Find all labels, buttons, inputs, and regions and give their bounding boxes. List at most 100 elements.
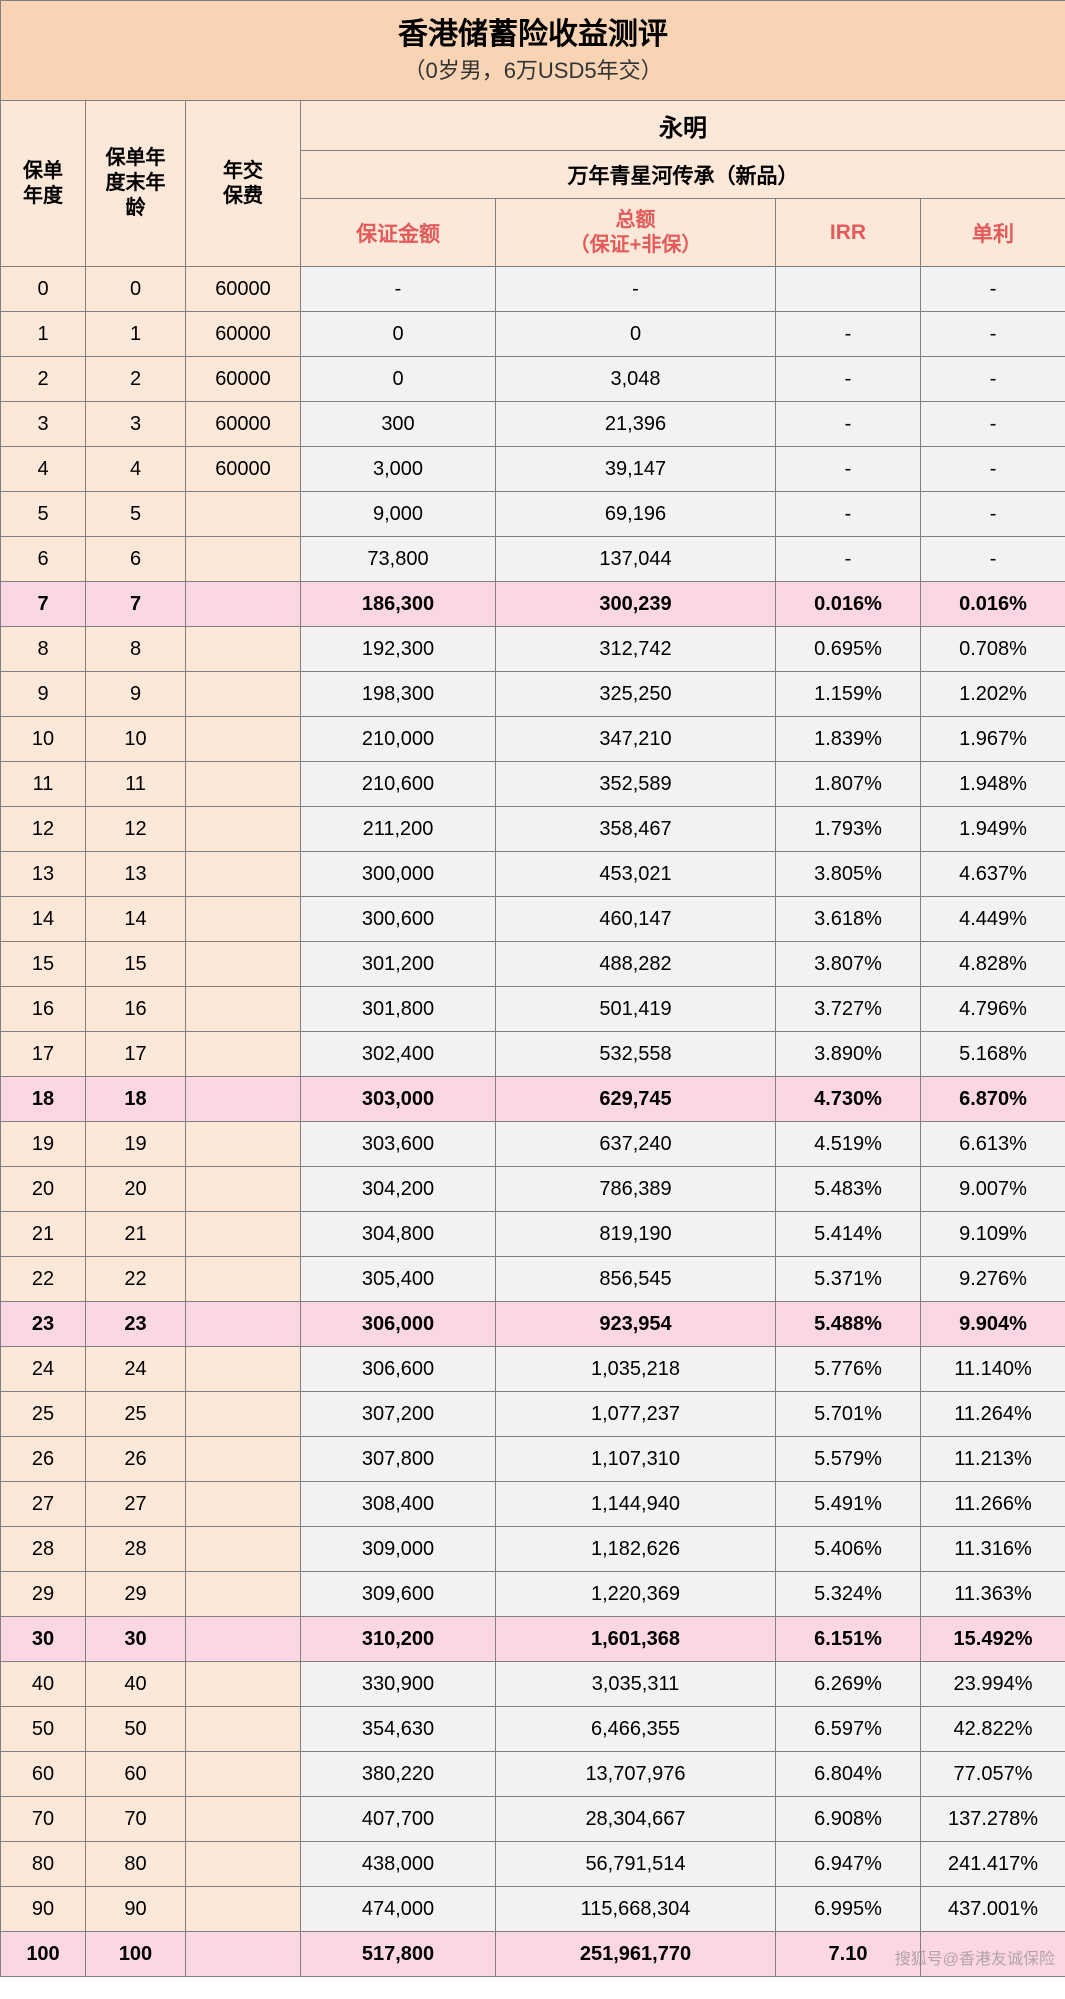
cell-fee: [186, 1887, 301, 1932]
cell-year: 12: [1, 807, 86, 852]
cell-irr: 6.597%: [776, 1707, 921, 1752]
cell-irr: -: [776, 447, 921, 492]
cell-simple: 11.266%: [921, 1482, 1065, 1527]
cell-total: 501,419: [496, 987, 776, 1032]
cell-year: 0: [1, 267, 86, 312]
cell-age: 7: [86, 582, 186, 627]
cell-age: 28: [86, 1527, 186, 1572]
table-row: 44600003,00039,147--: [1, 447, 1065, 492]
cell-simple: 4.828%: [921, 942, 1065, 987]
cell-fee: [186, 492, 301, 537]
cell-simple: 11.213%: [921, 1437, 1065, 1482]
table-row: 2222305,400856,5455.371%9.276%: [1, 1257, 1065, 1302]
cell-fee: [186, 1122, 301, 1167]
header-year: 保单年度: [1, 101, 86, 267]
cell-simple: 437.001%: [921, 1887, 1065, 1932]
cell-total: 115,668,304: [496, 1887, 776, 1932]
table-row: 559,00069,196--: [1, 492, 1065, 537]
table-row: 2727308,4001,144,9405.491%11.266%: [1, 1482, 1065, 1527]
cell-year: 20: [1, 1167, 86, 1212]
cell-simple: -: [921, 312, 1065, 357]
cell-simple: 42.822%: [921, 1707, 1065, 1752]
cell-guaranteed: 380,220: [301, 1752, 496, 1797]
cell-guaranteed: 307,800: [301, 1437, 496, 1482]
cell-irr: -: [776, 402, 921, 447]
cell-age: 26: [86, 1437, 186, 1482]
table-row: 2121304,800819,1905.414%9.109%: [1, 1212, 1065, 1257]
cell-year: 28: [1, 1527, 86, 1572]
cell-year: 1: [1, 312, 86, 357]
cell-year: 21: [1, 1212, 86, 1257]
cell-irr: 4.730%: [776, 1077, 921, 1122]
cell-age: 9: [86, 672, 186, 717]
table-row: 1313300,000453,0213.805%4.637%: [1, 852, 1065, 897]
cell-age: 40: [86, 1662, 186, 1707]
cell-age: 50: [86, 1707, 186, 1752]
cell-guaranteed: 474,000: [301, 1887, 496, 1932]
cell-age: 22: [86, 1257, 186, 1302]
cell-age: 19: [86, 1122, 186, 1167]
cell-total: 453,021: [496, 852, 776, 897]
cell-fee: [186, 1392, 301, 1437]
cell-guaranteed: 305,400: [301, 1257, 496, 1302]
cell-age: 14: [86, 897, 186, 942]
cell-fee: [186, 897, 301, 942]
header-year-text: 保单年度: [23, 160, 63, 207]
cell-age: 12: [86, 807, 186, 852]
table-row: 1616301,800501,4193.727%4.796%: [1, 987, 1065, 1032]
cell-irr: 5.324%: [776, 1572, 921, 1617]
cell-age: 80: [86, 1842, 186, 1887]
cell-guaranteed: 0: [301, 312, 496, 357]
cell-simple: [921, 1932, 1065, 1977]
cell-irr: 6.947%: [776, 1842, 921, 1887]
cell-age: 15: [86, 942, 186, 987]
cell-guaranteed: 303,600: [301, 1122, 496, 1167]
cell-year: 11: [1, 762, 86, 807]
cell-guaranteed: 301,200: [301, 942, 496, 987]
cell-guaranteed: 303,000: [301, 1077, 496, 1122]
cell-guaranteed: 517,800: [301, 1932, 496, 1977]
cell-total: -: [496, 267, 776, 312]
cell-guaranteed: 306,600: [301, 1347, 496, 1392]
cell-total: 347,210: [496, 717, 776, 762]
table-row: 0060000---: [1, 267, 1065, 312]
cell-guaranteed: 310,200: [301, 1617, 496, 1662]
cell-irr: 3.727%: [776, 987, 921, 1032]
cell-age: 25: [86, 1392, 186, 1437]
cell-fee: [186, 672, 301, 717]
cell-year: 70: [1, 1797, 86, 1842]
cell-irr: 7.10: [776, 1932, 921, 1977]
table-row: 6673,800137,044--: [1, 537, 1065, 582]
table-row: 1414300,600460,1473.618%4.449%: [1, 897, 1065, 942]
table-row: 1818303,000629,7454.730%6.870%: [1, 1077, 1065, 1122]
header-company: 永明: [301, 101, 1065, 151]
cell-age: 2: [86, 357, 186, 402]
cell-irr: 6.269%: [776, 1662, 921, 1707]
cell-simple: 1.948%: [921, 762, 1065, 807]
cell-irr: -: [776, 492, 921, 537]
cell-year: 50: [1, 1707, 86, 1752]
cell-total: 352,589: [496, 762, 776, 807]
cell-fee: [186, 537, 301, 582]
cell-irr: 0.695%: [776, 627, 921, 672]
cell-age: 0: [86, 267, 186, 312]
cell-year: 40: [1, 1662, 86, 1707]
table-row: 99198,300325,2501.159%1.202%: [1, 672, 1065, 717]
cell-year: 23: [1, 1302, 86, 1347]
cell-year: 10: [1, 717, 86, 762]
cell-irr: 5.579%: [776, 1437, 921, 1482]
cell-fee: [186, 987, 301, 1032]
cell-simple: 15.492%: [921, 1617, 1065, 1662]
cell-guaranteed: 306,000: [301, 1302, 496, 1347]
cell-fee: [186, 1347, 301, 1392]
cell-guaranteed: 308,400: [301, 1482, 496, 1527]
cell-simple: 4.637%: [921, 852, 1065, 897]
cell-guaranteed: 302,400: [301, 1032, 496, 1077]
cell-total: 1,182,626: [496, 1527, 776, 1572]
cell-irr: 5.491%: [776, 1482, 921, 1527]
header-total-l2: （保证+非保）: [496, 233, 775, 258]
cell-fee: [186, 1032, 301, 1077]
cell-simple: 241.417%: [921, 1842, 1065, 1887]
cell-simple: 6.613%: [921, 1122, 1065, 1167]
cell-year: 14: [1, 897, 86, 942]
